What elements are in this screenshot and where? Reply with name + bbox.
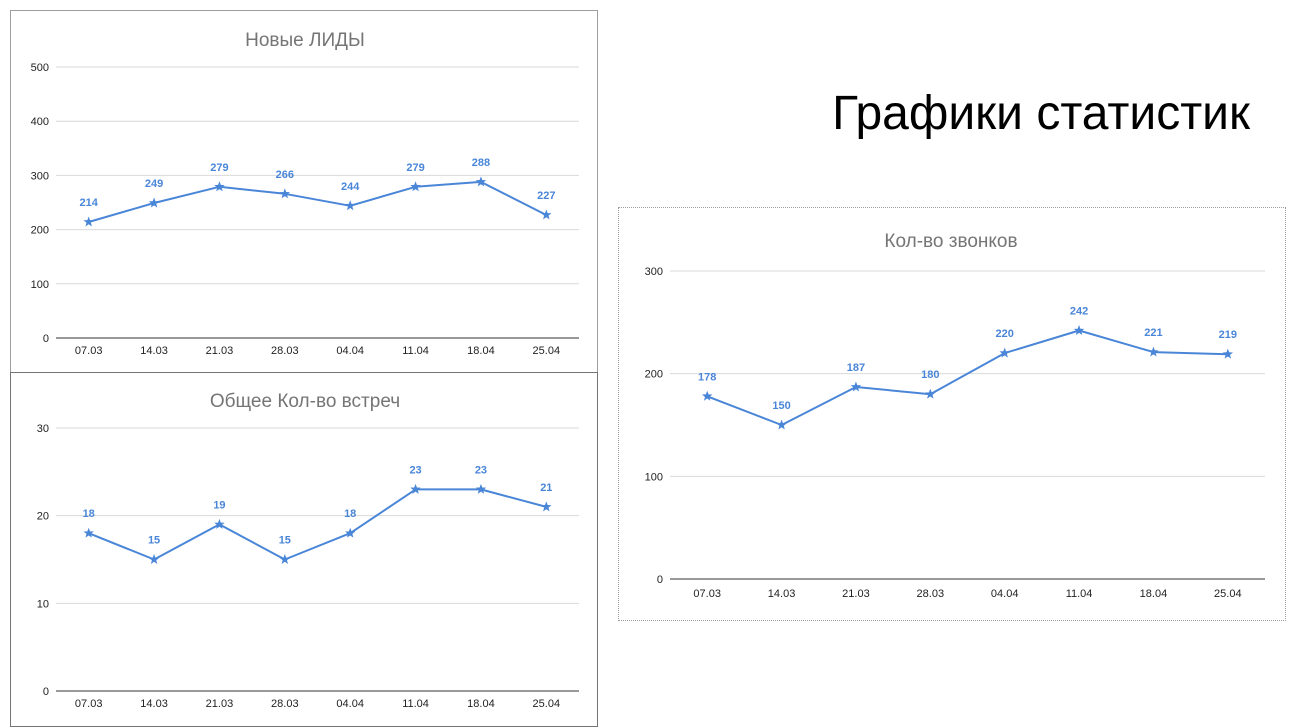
leads-data-point xyxy=(148,197,160,208)
meetings-x-tick-label: 21.03 xyxy=(206,698,234,710)
calls-data-label: 242 xyxy=(1070,306,1088,318)
calls-data-point xyxy=(850,381,862,392)
calls-data-label: 187 xyxy=(847,362,865,374)
meetings-data-point xyxy=(344,527,356,538)
calls-data-label: 178 xyxy=(698,371,716,383)
calls-series-line xyxy=(706,329,1228,426)
meetings-data-label: 21 xyxy=(540,482,552,494)
leads-y-tick-label: 500 xyxy=(31,62,49,74)
leads-data-label: 244 xyxy=(341,181,360,193)
leads-x-tick-label: 14.03 xyxy=(140,345,168,357)
calls-x-tick-label: 07.03 xyxy=(693,588,721,600)
meetings-y-tick-label: 0 xyxy=(43,686,49,698)
calls-x-tick-label: 18.04 xyxy=(1140,588,1168,600)
calls-x-tick-label: 04.04 xyxy=(991,588,1019,600)
leads-y-tick-label: 400 xyxy=(31,116,49,128)
meetings-data-label: 18 xyxy=(344,508,356,520)
meetings-y-tick-label: 30 xyxy=(37,423,49,435)
slide-title: Графики статистик xyxy=(832,87,1250,140)
meetings-y-tick-label: 20 xyxy=(37,511,49,523)
leads-data-point xyxy=(541,209,552,220)
calls-data-label: 180 xyxy=(921,369,939,381)
calls-y-tick-label: 100 xyxy=(645,471,663,483)
calls-chart: Кол-во звонков 0 100 200 300 07.03 14.03 21.03 2… xyxy=(645,231,1265,600)
calls-data-label: 220 xyxy=(996,328,1014,340)
meetings-data-point xyxy=(148,554,160,564)
leads-x-tick-label: 18.04 xyxy=(467,345,495,357)
meetings-data-label: 18 xyxy=(83,508,95,520)
calls-data-point xyxy=(701,390,713,401)
leads-data-label: 227 xyxy=(537,190,555,202)
leads-x-tick-label: 04.04 xyxy=(336,345,364,357)
leads-data-point xyxy=(83,216,94,227)
leads-chart-panel: Новые ЛИДЫ 0 100 200 300 400 500 07.03 14.03 21.0… xyxy=(10,10,598,373)
leads-x-tick-label: 21.03 xyxy=(206,345,234,357)
leads-chart-title: Новые ЛИДЫ xyxy=(245,30,365,51)
calls-x-tick-label: 25.04 xyxy=(1214,588,1242,600)
leads-y-tick-label: 200 xyxy=(31,225,49,237)
meetings-data-point xyxy=(541,501,552,512)
meetings-data-point xyxy=(214,518,225,529)
calls-data-point xyxy=(776,419,787,430)
calls-data-label: 150 xyxy=(772,400,790,412)
calls-x-tick-label: 14.03 xyxy=(768,588,796,600)
leads-x-tick-label: 07.03 xyxy=(75,345,103,357)
meetings-data-label: 15 xyxy=(279,535,291,547)
meetings-data-point xyxy=(279,554,291,564)
meetings-data-label: 15 xyxy=(148,535,160,547)
calls-data-label: 219 xyxy=(1219,329,1237,341)
meetings-data-point xyxy=(83,527,94,538)
calls-data-point xyxy=(1148,346,1159,357)
calls-x-tick-label: 28.03 xyxy=(917,588,945,600)
meetings-data-point xyxy=(475,483,487,494)
calls-data-point xyxy=(925,388,936,399)
meetings-chart: Общее Кол-во встреч 0 10 20 30 07.03 14.03 21.0… xyxy=(37,391,579,710)
leads-series-line xyxy=(88,180,547,223)
meetings-data-label: 23 xyxy=(475,464,487,476)
leads-data-label: 266 xyxy=(276,169,294,181)
calls-y-tick-label: 0 xyxy=(657,574,663,586)
meetings-data-point xyxy=(410,483,421,494)
meetings-x-tick-label: 04.04 xyxy=(336,698,364,710)
meetings-data-label: 19 xyxy=(213,499,225,511)
meetings-x-tick-label: 25.04 xyxy=(533,698,561,710)
leads-data-point xyxy=(344,200,356,211)
meetings-y-tick-label: 10 xyxy=(37,598,49,610)
leads-y-tick-label: 300 xyxy=(31,170,49,182)
leads-chart: Новые ЛИДЫ 0 100 200 300 400 500 07.03 14.03 21.0… xyxy=(31,30,579,357)
calls-x-tick-label: 21.03 xyxy=(842,588,870,600)
leads-data-label: 214 xyxy=(80,197,99,209)
calls-data-label: 221 xyxy=(1144,327,1162,339)
leads-x-tick-label: 25.04 xyxy=(533,345,561,357)
meetings-x-tick-label: 14.03 xyxy=(140,698,168,710)
meetings-x-tick-label: 07.03 xyxy=(75,698,103,710)
calls-data-point xyxy=(1222,348,1234,359)
leads-data-point xyxy=(279,188,291,199)
leads-data-label: 249 xyxy=(145,178,163,190)
leads-y-tick-label: 100 xyxy=(31,279,49,291)
meetings-chart-panel: Общее Кол-во встреч 0 10 20 30 07.03 14.03 21.0… xyxy=(10,372,598,727)
leads-data-point xyxy=(214,181,225,192)
leads-x-tick-label: 11.04 xyxy=(402,345,429,357)
meetings-chart-title: Общее Кол-во встреч xyxy=(210,391,400,412)
calls-data-point xyxy=(1073,325,1085,335)
calls-chart-title: Кол-во звонков xyxy=(884,231,1017,252)
meetings-series-line xyxy=(88,488,547,561)
leads-y-tick-label: 0 xyxy=(43,333,49,345)
meetings-x-tick-label: 11.04 xyxy=(402,698,429,710)
calls-data-point xyxy=(999,347,1010,358)
leads-data-point xyxy=(475,176,487,187)
leads-data-point xyxy=(410,181,421,192)
calls-y-tick-label: 300 xyxy=(645,266,663,278)
leads-data-label: 279 xyxy=(406,162,424,174)
meetings-data-label: 23 xyxy=(409,464,421,476)
meetings-x-tick-label: 18.04 xyxy=(467,698,495,710)
meetings-x-tick-label: 28.03 xyxy=(271,698,299,710)
leads-data-label: 279 xyxy=(210,162,228,174)
calls-y-tick-label: 200 xyxy=(645,369,663,381)
calls-chart-panel: Кол-во звонков 0 100 200 300 07.03 14.03 21.03 2… xyxy=(618,207,1286,621)
leads-data-label: 288 xyxy=(472,157,490,169)
calls-x-tick-label: 11.04 xyxy=(1066,588,1093,600)
leads-x-tick-label: 28.03 xyxy=(271,345,299,357)
